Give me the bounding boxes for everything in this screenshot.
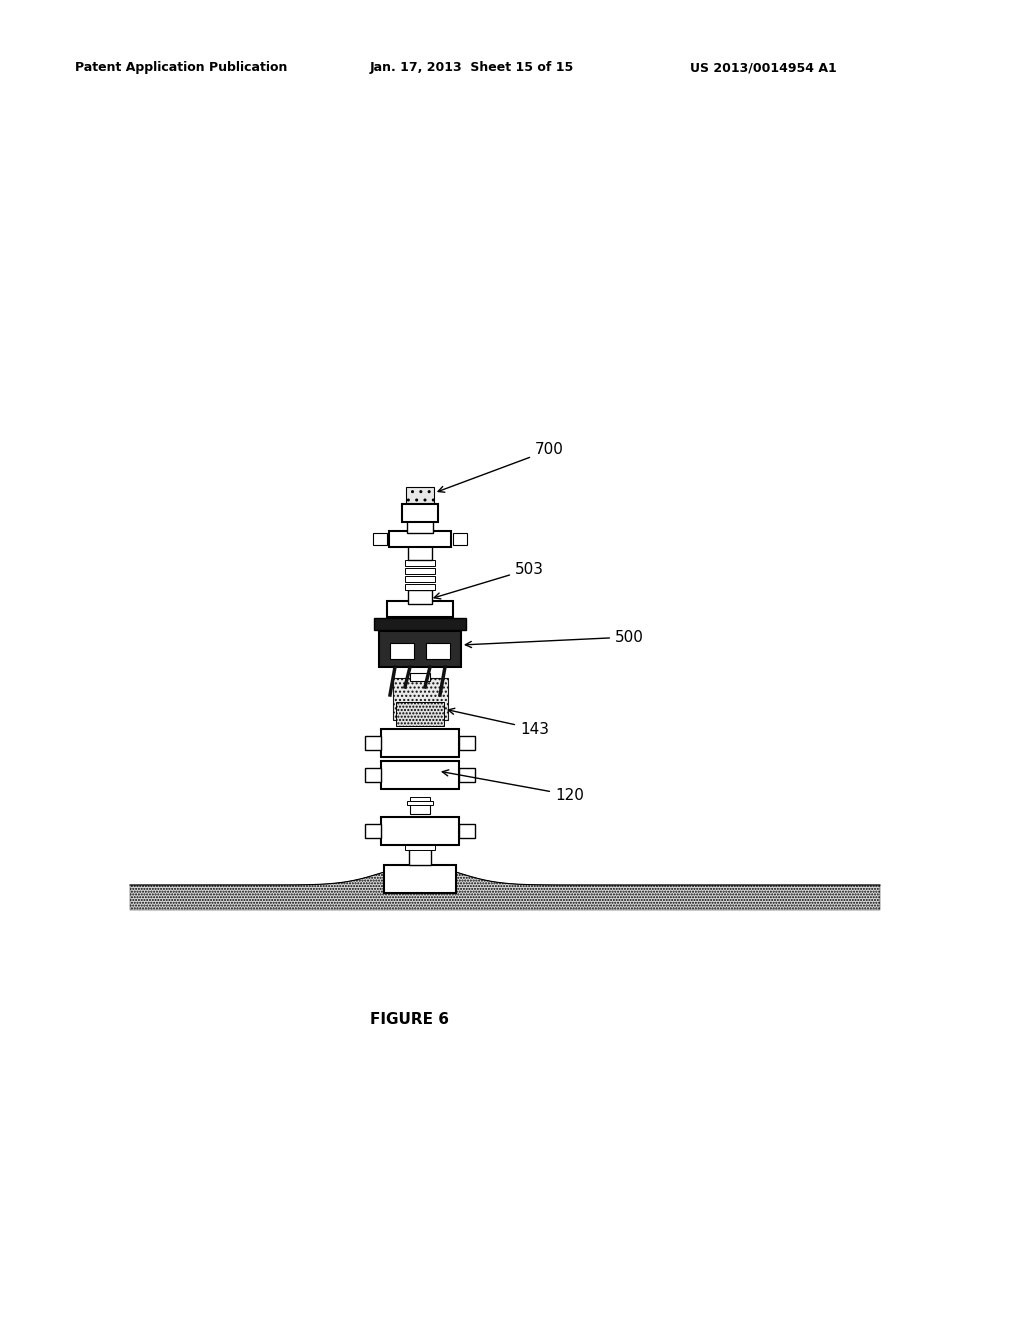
Bar (406, 568, 435, 574)
Bar (459, 768, 475, 781)
Bar (459, 737, 475, 750)
Bar (426, 643, 450, 659)
Bar (365, 737, 381, 750)
Bar (459, 824, 475, 838)
Bar (387, 601, 453, 616)
Text: 120: 120 (442, 770, 584, 803)
Bar (381, 762, 459, 789)
Text: 143: 143 (449, 709, 549, 737)
Bar (410, 804, 430, 814)
Bar (410, 673, 430, 681)
Bar (407, 521, 433, 533)
Bar (410, 797, 430, 801)
Text: 700: 700 (438, 442, 564, 492)
Bar (390, 643, 414, 659)
Bar (406, 560, 435, 566)
Bar (453, 533, 467, 545)
Bar (389, 531, 451, 546)
Bar (379, 631, 461, 667)
Text: Jan. 17, 2013  Sheet 15 of 15: Jan. 17, 2013 Sheet 15 of 15 (370, 62, 574, 74)
Bar (409, 849, 431, 865)
Bar (396, 702, 444, 726)
Text: US 2013/0014954 A1: US 2013/0014954 A1 (690, 62, 837, 74)
Bar (406, 487, 434, 503)
Bar (407, 801, 433, 805)
Bar (406, 845, 435, 850)
Bar (392, 678, 447, 719)
Bar (406, 583, 435, 590)
Bar (365, 768, 381, 781)
Bar (406, 576, 435, 582)
Text: 503: 503 (434, 561, 544, 599)
Bar (408, 590, 432, 605)
Bar (365, 824, 381, 838)
Bar (384, 865, 456, 894)
Bar (408, 840, 432, 843)
Bar (374, 618, 466, 630)
Polygon shape (130, 865, 880, 909)
Bar (381, 817, 459, 845)
Bar (402, 504, 438, 521)
Text: Patent Application Publication: Patent Application Publication (75, 62, 288, 74)
Bar (381, 729, 459, 756)
Text: FIGURE 6: FIGURE 6 (370, 1012, 449, 1027)
Bar (408, 546, 432, 560)
Text: 500: 500 (465, 630, 644, 648)
Bar (373, 533, 387, 545)
